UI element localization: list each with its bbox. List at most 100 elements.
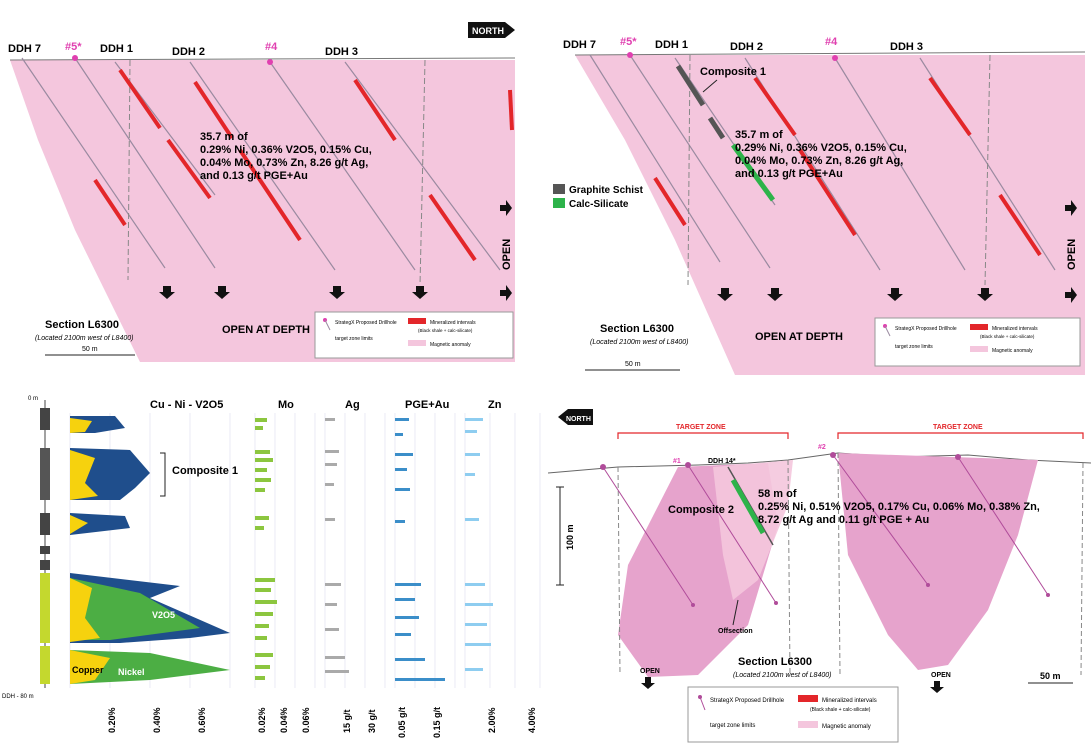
section-diagram-top-left: DDH 7 #5* DDH 1 DDH 2 #4 DDH 3 NORTH 35.… — [8, 22, 516, 362]
hole-label-ddh2: DDH 2 — [172, 46, 205, 58]
mineralized-intervals — [653, 76, 1042, 257]
main-chart-title: Cu - Ni - V2O5 — [150, 399, 223, 411]
open-at-depth-label: OPEN AT DEPTH — [222, 324, 310, 336]
v2o5-area-mid — [70, 513, 130, 535]
hole-label-ddh1: DDH 1 — [100, 43, 133, 55]
collars — [627, 52, 838, 61]
open-label-right: OPEN — [1066, 239, 1078, 270]
mineralized-intervals — [93, 68, 514, 262]
main-tick-1: 0.20% — [107, 707, 117, 733]
vertical-scale — [556, 486, 564, 586]
drillholes — [21, 57, 501, 271]
target-zone-limits — [617, 452, 1084, 676]
zn-title: Zn — [488, 399, 502, 411]
v2o5-label: V2O5 — [152, 610, 175, 620]
svg-text:Mineralized intervals: Mineralized intervals — [430, 320, 476, 326]
magnetic-anomaly-right — [838, 453, 1038, 670]
section-subtitle: (Located 2100m west of L8400) — [733, 672, 831, 679]
open-arrows — [159, 200, 512, 301]
open-arrow-left — [641, 677, 655, 689]
svg-text:Magnetic anomaly: Magnetic anomaly — [822, 724, 871, 730]
open-arrow-right — [930, 681, 944, 693]
main-tick-3: 0.60% — [197, 707, 207, 733]
svg-text:StrategX Proposed Drillhole: StrategX Proposed Drillhole — [895, 326, 957, 332]
svg-text:NORTH: NORTH — [566, 416, 591, 423]
zn-tick-1: 2.00% — [487, 707, 497, 733]
ag-tick-2: 30 g/t — [367, 709, 377, 733]
hole-label-ddh7: DDH 7 — [8, 43, 41, 55]
mo-tick-2: 0.04% — [279, 707, 289, 733]
downhole-geochem-diagram: 0 m DDH - 80 m Cu - Ni - V2O5 Composite … — [2, 396, 541, 738]
downhole-geochem-panel: 0 m DDH - 80 m Cu - Ni - V2O5 Composite … — [0, 388, 545, 745]
svg-text:target zone limits: target zone limits — [710, 723, 755, 729]
pge-title: PGE+Au — [405, 399, 449, 411]
svg-text:(Black shale + calc-silicate): (Black shale + calc-silicate) — [980, 334, 1035, 339]
target-zone-label-2: TARGET ZONE — [933, 424, 983, 431]
main-tick-2: 0.40% — [152, 707, 162, 733]
hole-label-5: #5* — [620, 36, 637, 48]
open-label-right: OPEN — [501, 239, 513, 270]
svg-text:target zone limits: target zone limits — [335, 336, 373, 342]
calc-silicate-intervals — [730, 143, 776, 202]
svg-text:Mineralized intervals: Mineralized intervals — [822, 698, 877, 704]
composite-bracket — [160, 452, 166, 497]
pge-grid — [394, 413, 456, 688]
ag-grid — [324, 413, 386, 688]
copper-area — [70, 418, 110, 684]
svg-text:Magnetic anomaly: Magnetic anomaly — [430, 342, 471, 348]
cu-ni-v2o5-areas — [70, 416, 230, 684]
drillholes — [602, 454, 1049, 606]
offsection-pointer — [732, 599, 739, 626]
svg-text:Magnetic anomaly: Magnetic anomaly — [992, 348, 1033, 354]
intercept-text: 35.7 m of 0.29% Ni, 0.36% V2O5, 0.15% Cu… — [735, 129, 910, 180]
legend: StrategX Proposed Drillhole target zone … — [874, 317, 1081, 367]
hole-label-ddh2: DDH 2 — [730, 41, 763, 53]
open-at-depth-label: OPEN AT DEPTH — [755, 331, 843, 343]
hole-label-4: #4 — [825, 36, 838, 48]
target-zone-brackets — [617, 432, 1084, 439]
ground-surface — [9, 57, 516, 61]
hole-label-4: #4 — [265, 41, 278, 53]
lithology-log — [40, 408, 50, 684]
ag-bars — [325, 418, 349, 673]
section-diagram-bottom-right: NORTH TARGET ZONE TARGET ZONE #1 DDH 14*… — [548, 409, 1091, 743]
offsection-anomaly — [713, 460, 793, 600]
collars — [72, 55, 273, 65]
offsection-label: Offsection — [718, 628, 753, 635]
target-zone-limits — [687, 54, 991, 286]
composite-label: Composite 1 — [700, 66, 766, 78]
magnetic-anomaly-shape — [10, 60, 515, 362]
hole-label-5: #5* — [65, 41, 82, 53]
mo-tick-1: 0.02% — [257, 707, 267, 733]
depth-top-label: 0 m — [28, 396, 38, 402]
section-subtitle: (Located 2100m west of L8400) — [35, 335, 133, 342]
svg-text:StrategX Proposed Drillhole: StrategX Proposed Drillhole — [710, 698, 785, 704]
mo-grid — [254, 413, 316, 688]
zn-tick-2: 4.00% — [527, 707, 537, 733]
hole-label-ddh1: DDH 1 — [655, 39, 688, 51]
hole-label-ddh3: DDH 3 — [890, 41, 923, 53]
composite-pointer — [702, 79, 718, 93]
depth-bottom-label: DDH - 80 m — [2, 694, 34, 700]
mo-bars — [255, 418, 277, 680]
mo-tick-3: 0.06% — [301, 707, 311, 733]
ag-title: Ag — [345, 399, 360, 411]
intercept-text: 58 m of 0.25% Ni, 0.51% V2O5, 0.17% Cu, … — [758, 488, 1043, 526]
nickel-area-bottom — [70, 650, 230, 684]
north-arrow: NORTH — [558, 409, 593, 425]
section-subtitle: (Located 2100m west of L8400) — [590, 339, 688, 346]
mo-title: Mo — [278, 399, 294, 411]
svg-text:(Black shale + calc-silicate): (Black shale + calc-silicate) — [810, 707, 871, 713]
composite-2-interval — [730, 478, 766, 535]
hole-label-ddh7: DDH 7 — [563, 39, 596, 51]
zn-grid — [464, 413, 541, 688]
ag-tick-1: 15 g/t — [342, 709, 352, 733]
legend: StrategX Proposed Drillhole target zone … — [314, 311, 514, 359]
copper-label: Copper — [72, 665, 104, 675]
svg-text:(Black shale + calc-silicate): (Black shale + calc-silicate) — [418, 328, 473, 333]
composite-label: Composite 1 — [172, 465, 238, 477]
magnetic-anomaly-shape — [575, 55, 1085, 375]
nickel-label: Nickel — [118, 667, 145, 677]
open-label-left: OPEN — [640, 668, 660, 675]
scale-label: 50 m — [625, 361, 641, 368]
